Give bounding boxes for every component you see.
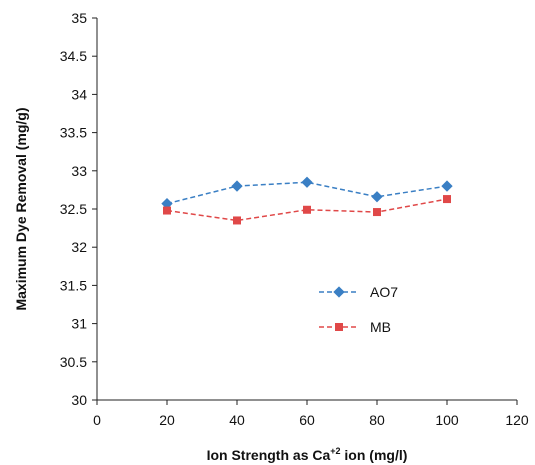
data-point-mb (373, 208, 381, 217)
x-tick-label: 120 (505, 412, 529, 428)
x-axis-title-main: Ion Strength as Ca (207, 447, 331, 463)
legend-item-ao7: AO7 (319, 284, 398, 300)
data-point-mb (233, 216, 241, 225)
y-tick-label: 35 (71, 10, 87, 26)
x-tick-label: 0 (93, 412, 101, 428)
series-line-ao7 (166, 181, 448, 205)
series-layer (161, 176, 453, 225)
data-point-mb (443, 195, 451, 204)
data-point-mb (163, 206, 171, 215)
y-tick-label: 33 (71, 163, 87, 179)
y-axis-title: Maximum Dye Removal (mg/g) (13, 107, 29, 310)
y-tick-label: 30.5 (60, 354, 87, 370)
y-tick-label: 32.5 (60, 201, 87, 217)
x-axis-title-suffix: ion (mg/l) (341, 447, 408, 463)
y-tick-label: 31.5 (60, 277, 87, 293)
data-point-mb (303, 205, 311, 214)
data-point-ao7 (371, 191, 383, 203)
legend-item-mb: MB (319, 319, 391, 335)
x-tick-label: 40 (229, 412, 245, 428)
legend: AO7 MB (319, 284, 398, 335)
x-ticks: 0 20 40 60 80 100 120 (93, 400, 529, 428)
x-tick-label: 20 (159, 412, 175, 428)
x-axis-title: Ion Strength as Ca+2 ion (mg/l) (207, 446, 408, 463)
y-tick-label: 34.5 (60, 48, 87, 64)
y-tick-label: 33.5 (60, 125, 87, 141)
x-tick-label: 80 (369, 412, 385, 428)
series-line-mb (166, 198, 448, 222)
y-tick-label: 30 (71, 392, 87, 408)
x-axis-title-superscript: +2 (330, 446, 340, 456)
legend-label-ao7: AO7 (370, 284, 398, 300)
legend-label-mb: MB (370, 319, 391, 335)
y-ticks: 30 30.5 31 31.5 32 32.5 33 33.5 34 34.5 35 (60, 10, 97, 408)
y-tick-label: 34 (71, 86, 87, 102)
legend-marker-mb (335, 323, 343, 331)
x-tick-label: 60 (299, 412, 315, 428)
y-tick-label: 31 (71, 316, 87, 332)
x-tick-label: 100 (435, 412, 459, 428)
data-point-ao7 (231, 180, 243, 192)
data-point-ao7 (441, 180, 453, 192)
y-tick-label: 32 (71, 239, 87, 255)
data-point-ao7 (301, 176, 313, 188)
data-point-ao7 (161, 197, 173, 210)
legend-marker-ao7 (333, 286, 345, 298)
